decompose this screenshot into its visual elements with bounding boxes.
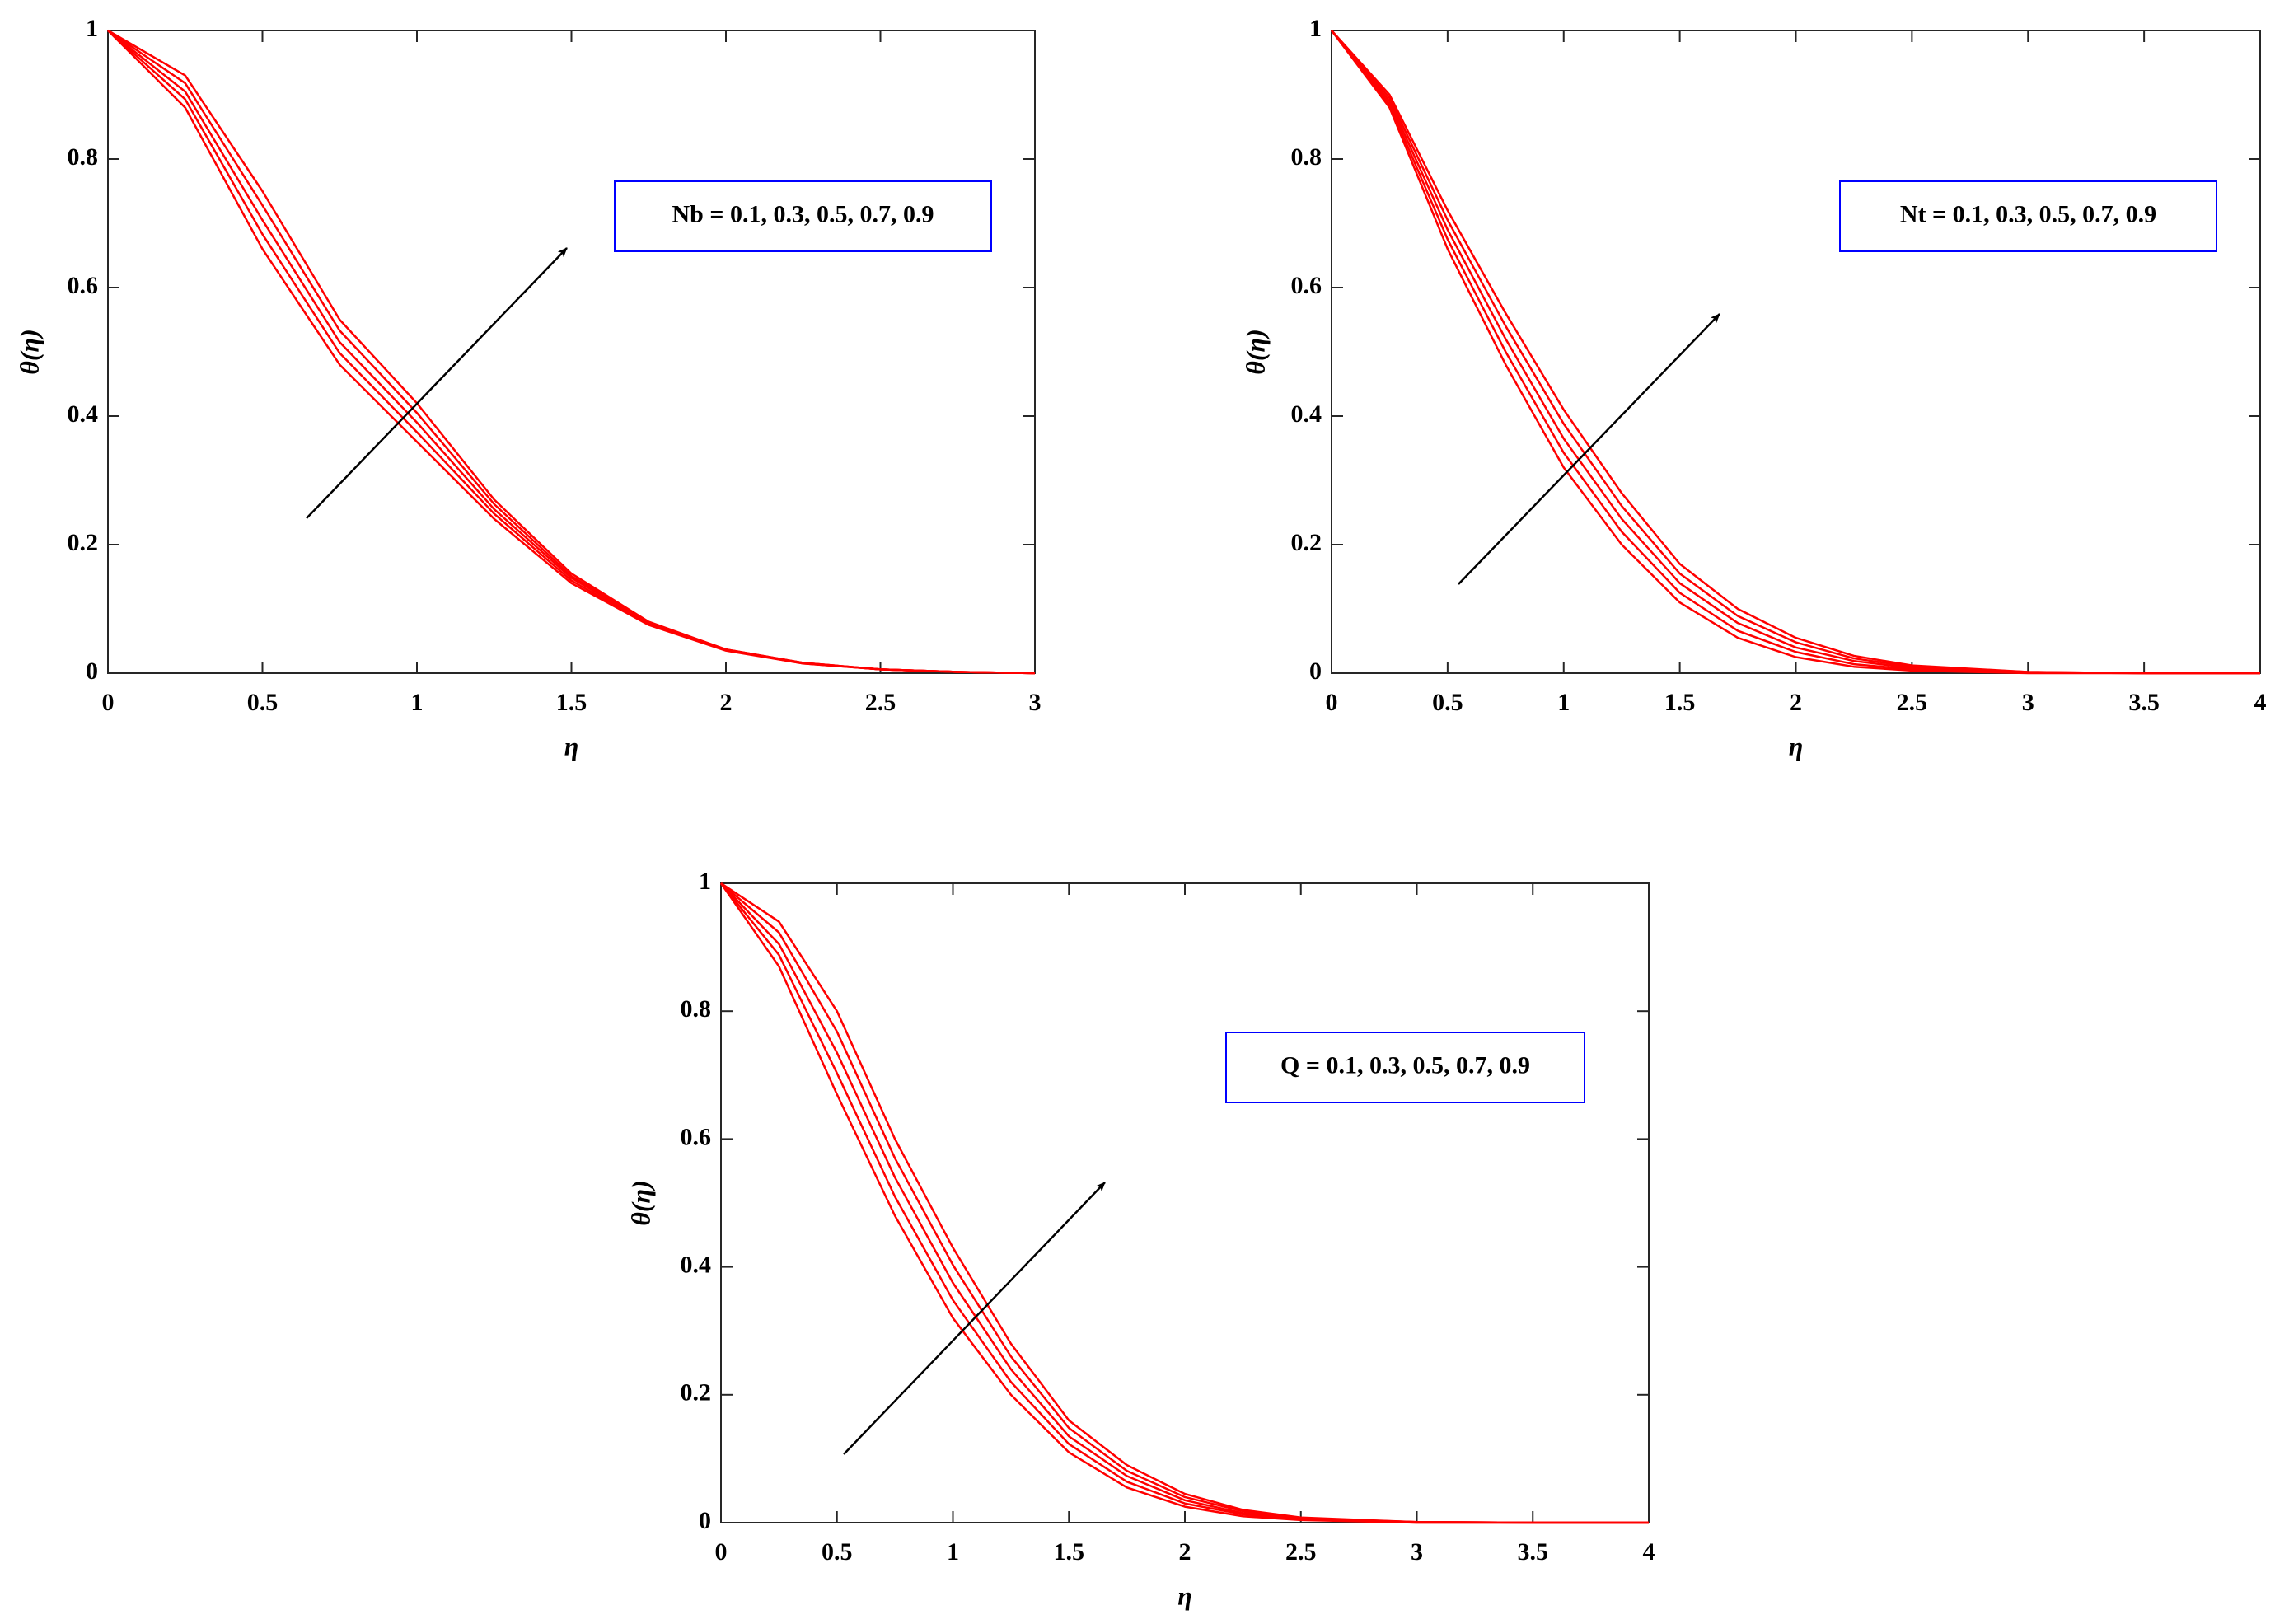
x-tick-label: 0 xyxy=(102,689,115,716)
y-tick-label: 0.6 xyxy=(1291,272,1322,299)
x-tick-label: 1.5 xyxy=(1054,1538,1085,1565)
y-tick-label: 1 xyxy=(1309,15,1322,42)
x-tick-label: 4 xyxy=(2254,689,2267,716)
y-tick-label: 1 xyxy=(699,868,711,895)
annotation-box xyxy=(614,180,992,252)
annotation: Q = 0.1, 0.3, 0.5, 0.7, 0.9 xyxy=(1280,1051,1530,1079)
y-tick-label: 0.6 xyxy=(681,1123,712,1150)
y-axis-label: θ(η) xyxy=(14,329,44,374)
arrow xyxy=(843,1182,1106,1455)
x-tick-label: 2 xyxy=(720,689,733,716)
y-tick-label: 0.8 xyxy=(68,143,99,171)
x-tick-label: 2 xyxy=(1790,689,1802,716)
curve xyxy=(107,29,1036,675)
plot-area xyxy=(720,882,1650,1523)
y-tick-label: 0.2 xyxy=(681,1379,712,1406)
y-tick-label: 1 xyxy=(86,15,98,42)
x-axis-label: η xyxy=(1177,1580,1192,1610)
y-tick-label: 0 xyxy=(1309,658,1322,685)
x-tick-label: 1 xyxy=(411,689,424,716)
y-axis-label: θ(η) xyxy=(1240,329,1270,374)
x-tick-label: 2.5 xyxy=(1285,1538,1317,1565)
x-tick-label: 1.5 xyxy=(556,689,587,716)
y-axis-label: θ(η) xyxy=(625,1180,655,1225)
annotation: Nb = 0.1, 0.3, 0.5, 0.7, 0.9 xyxy=(672,200,934,227)
y-tick-label: 0 xyxy=(699,1507,711,1534)
x-tick-label: 0 xyxy=(1326,689,1338,716)
arrow xyxy=(1458,313,1720,585)
annotation: Nt = 0.1, 0.3, 0.5, 0.7, 0.9 xyxy=(1900,200,2156,227)
subplot: 0 0.5 1 1.5 2 2.5 3 0 0.2 0.4 0.6 0.8 1 η θ(η) Nb = 0.1… xyxy=(14,15,1041,761)
plot-area xyxy=(1331,30,2261,674)
y-tick-label: 0 xyxy=(86,658,98,685)
x-tick-label: 3.5 xyxy=(2128,689,2160,716)
x-tick-label: 3 xyxy=(1029,689,1042,716)
x-tick-label: 4 xyxy=(1643,1538,1655,1565)
subplot: 0 0.5 1 1.5 2 2.5 3 3.5 4 0 0.2 0.4 0.6 0.8 1 η θ(η) Nt =… xyxy=(1240,15,2266,761)
x-axis-label: η xyxy=(564,731,579,761)
arrow xyxy=(306,247,568,519)
y-tick-label: 0.4 xyxy=(68,400,99,428)
x-tick-label: 2.5 xyxy=(1897,689,1928,716)
y-tick-label: 0.2 xyxy=(1291,529,1322,556)
x-tick-label: 1.5 xyxy=(1664,689,1696,716)
annotation-box xyxy=(1839,180,2217,252)
y-tick-label: 0.6 xyxy=(68,272,99,299)
x-tick-label: 0 xyxy=(715,1538,728,1565)
y-tick-label: 0.4 xyxy=(681,1251,712,1278)
annotation-box xyxy=(1225,1032,1585,1103)
x-tick-label: 2 xyxy=(1179,1538,1191,1565)
curve xyxy=(720,882,1649,1524)
x-tick-label: 1 xyxy=(947,1538,959,1565)
y-tick-label: 0.8 xyxy=(681,995,712,1023)
x-tick-label: 0.5 xyxy=(822,1538,853,1565)
x-tick-label: 0.5 xyxy=(1432,689,1463,716)
x-tick-label: 0.5 xyxy=(247,689,279,716)
y-tick-label: 0.2 xyxy=(68,529,99,556)
x-tick-label: 3 xyxy=(2022,689,2034,716)
y-tick-label: 0.4 xyxy=(1291,400,1322,428)
y-tick-label: 0.8 xyxy=(1291,143,1322,171)
x-tick-label: 1 xyxy=(1557,689,1570,716)
subplot: 0 0.5 1 1.5 2 2.5 3 3.5 4 0 0.2 0.4 0.6 0.8 1 η θ(η) Q = … xyxy=(625,868,1655,1610)
x-tick-label: 3.5 xyxy=(1518,1538,1549,1565)
curve xyxy=(1331,30,2260,675)
x-tick-label: 2.5 xyxy=(865,689,896,716)
x-axis-label: η xyxy=(1789,731,1804,761)
plot-area xyxy=(107,30,1036,674)
x-tick-label: 3 xyxy=(1411,1538,1423,1565)
